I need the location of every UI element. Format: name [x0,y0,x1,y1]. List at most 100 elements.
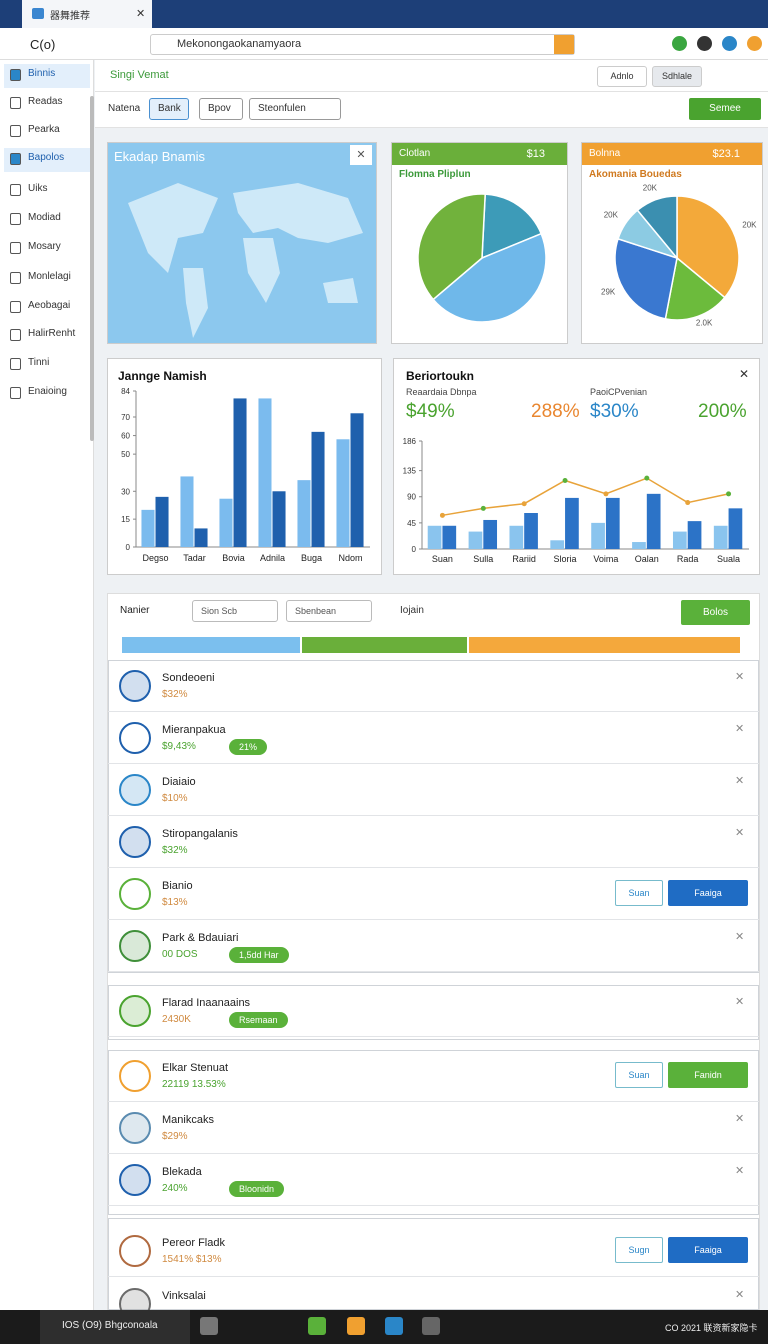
filter-chip[interactable]: Bank [149,98,189,120]
taskbar-search-text[interactable]: IOS (O9) Bhgconoala [62,1320,158,1331]
item-button[interactable]: Suan [615,880,663,906]
list-divider [108,919,759,920]
taskbar-app[interactable] [422,1317,440,1335]
pie-slice [481,193,543,260]
sort-select[interactable]: Nanier [120,605,150,616]
item-button-primary[interactable]: Faaiga [668,1237,748,1263]
browser-icon[interactable] [722,36,737,51]
point [603,491,609,497]
item-name[interactable]: Pereor Fladk [162,1237,225,1249]
search-box[interactable]: Sion Scb [192,600,278,622]
item-name[interactable]: Blekada [162,1166,202,1178]
taskbar-app[interactable] [308,1317,326,1335]
pie-card-subtitle: Flomna Pliplun [399,169,471,180]
y-tick-label: 45 [407,519,416,528]
item-dismiss[interactable]: ✕ [735,1165,745,1177]
progress-segment [469,637,740,653]
filter-chip[interactable]: Bpov [199,98,243,120]
x-tick-label: Rariid [512,554,536,564]
list-divider [108,815,759,816]
tab-close[interactable]: ✕ [136,8,146,20]
item-meta: 22119 13.53% [162,1079,226,1090]
header-button[interactable]: Adnlo [597,66,647,87]
item-name[interactable]: Park & Bdauiari [162,932,239,944]
filter-chip[interactable]: Steonfulen [249,98,341,120]
browser-icon[interactable] [672,36,687,51]
x-tick-label: Voima [593,554,618,564]
toggle[interactable]: Iojain [400,605,424,616]
bar [194,528,208,547]
item-dismiss[interactable]: ✕ [735,931,745,943]
item-dismiss[interactable]: ✕ [735,827,745,839]
item-name[interactable]: Vinksalai [162,1290,206,1302]
list-action[interactable]: Bolos [681,600,750,625]
chart-title: Beriortoukn [406,369,475,383]
select-box[interactable]: Sbenbean [286,600,372,622]
item-dismiss[interactable]: ✕ [735,723,745,735]
sidebar-item[interactable]: Monlelagi [28,271,71,282]
taskbar-app[interactable] [347,1317,365,1335]
item-name[interactable]: Manikcaks [162,1114,214,1126]
list-divider [108,1205,759,1206]
item-name[interactable]: Elkar Stenuat [162,1062,229,1074]
slice-label: 20K [742,220,757,229]
sidebar-item[interactable]: Bapolos [28,152,65,163]
item-button-primary[interactable]: Faaiga [668,880,748,906]
item-button[interactable]: Suan [615,1062,663,1088]
item-name[interactable]: Flarad Inaanaains [162,997,251,1009]
header-button[interactable]: Sdhlale [652,66,702,87]
sidebar-item[interactable]: HalirRenht [28,328,76,339]
sidebar-icon [10,125,21,137]
sidebar-item[interactable]: Binnis [28,68,56,79]
sidebar-item[interactable]: Enaioing [28,386,67,397]
bar-chart-card: Jannge Namish 0 15 30 50 60 70 84 Degso Tadar Bovi… [107,358,382,575]
item-button-primary[interactable]: Fanidn [668,1062,748,1088]
sidebar-item[interactable]: Tinni [28,357,50,368]
line [442,477,729,517]
item-dismiss[interactable]: ✕ [735,1113,745,1125]
sidebar-item[interactable]: Mosary [28,241,61,252]
point [439,512,445,518]
stat-value: 200% [698,401,747,422]
browser-icon[interactable] [697,36,712,51]
item-meta: $32% [162,845,188,856]
list-divider [108,1036,759,1037]
item-name[interactable]: Stiropangalanis [162,828,238,840]
item-icon [119,826,151,858]
filter-action[interactable]: Semee [689,98,761,120]
item-name[interactable]: Bianio [162,880,193,892]
y-tick-label: 15 [121,515,130,524]
browser-icon[interactable] [747,36,762,51]
bar [591,522,605,549]
bar [442,525,457,549]
stat-value: $49% [406,401,455,422]
item-name[interactable]: Sondeoeni [162,672,215,684]
map-close[interactable]: ✕ [350,145,372,165]
card-close[interactable]: ✕ [738,367,749,381]
x-tick-label: Rada [677,554,699,564]
sidebar-item[interactable]: Aeobagai [28,300,71,311]
item-dismiss[interactable]: ✕ [735,775,745,787]
taskbar-app[interactable] [385,1317,403,1335]
taskbar-app[interactable] [200,1317,218,1335]
address-go[interactable] [554,35,574,54]
item-name[interactable]: Diaiaio [162,776,196,788]
sidebar-item[interactable]: Modiad [28,212,61,223]
item-button[interactable]: Sugn [615,1237,663,1263]
pie-slice [664,256,726,321]
bar [141,509,155,547]
item-dismiss[interactable]: ✕ [735,996,745,1008]
item-name[interactable]: Mieranpakua [162,724,226,736]
y-tick-label: 30 [121,487,130,496]
sidebar-item[interactable]: Pearka [28,124,60,135]
item-dismiss[interactable]: ✕ [735,671,745,683]
item-icon [119,930,151,962]
item-dismiss[interactable]: ✕ [735,1289,745,1301]
address-bar[interactable]: Mekonongaokanamyaora [150,34,575,55]
sidebar-item[interactable]: Readas [28,96,63,107]
sidebar-item[interactable]: Uiks [28,183,48,194]
continent [128,183,218,273]
x-tick-label: Suan [432,554,453,564]
item-icon [119,1164,151,1196]
